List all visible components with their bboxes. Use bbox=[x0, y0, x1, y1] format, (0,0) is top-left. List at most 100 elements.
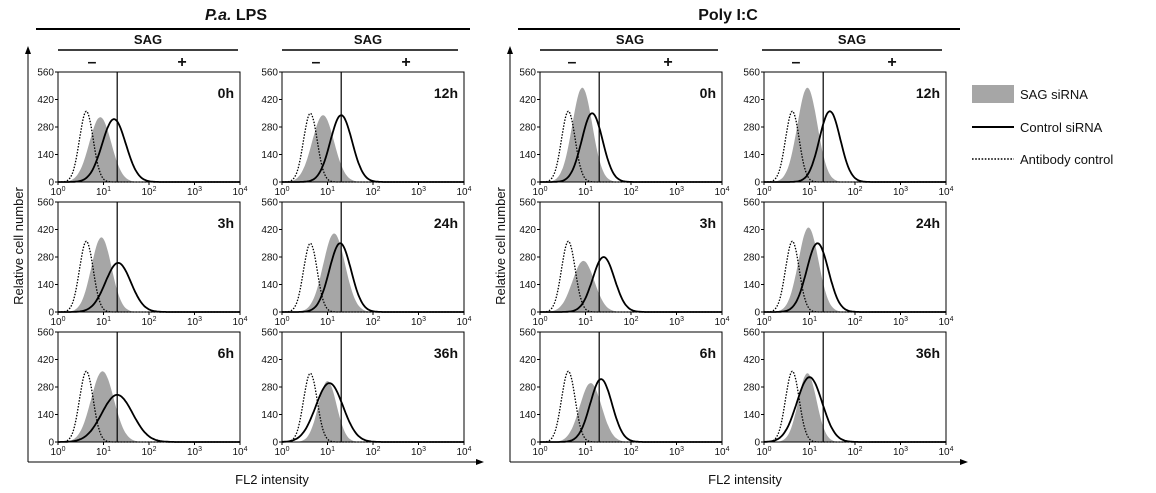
y-tick-label: 0 bbox=[754, 438, 760, 449]
y-tick-label: 560 bbox=[37, 198, 54, 209]
y-tick-label: 280 bbox=[519, 383, 536, 394]
y-tick-label: 420 bbox=[261, 355, 278, 366]
x-tick-label: 102 bbox=[623, 186, 638, 198]
y-tick-label: 420 bbox=[743, 95, 760, 106]
y-tick-label: 140 bbox=[743, 410, 760, 421]
x-tick-label: 101 bbox=[802, 186, 817, 198]
time-label: 12h bbox=[916, 85, 940, 101]
histogram-panel: 0 140 280 420 560 100 101 102 103 104 6h bbox=[519, 328, 729, 459]
x-axis-label: FL2 intensity bbox=[708, 472, 782, 487]
x-tick-label: 104 bbox=[938, 186, 953, 198]
x-tick-label: 103 bbox=[187, 446, 202, 458]
time-label: 12h bbox=[434, 85, 458, 101]
x-tick-label: 103 bbox=[411, 316, 426, 328]
x-tick-label: 104 bbox=[232, 446, 247, 458]
x-tick-label: 100 bbox=[532, 316, 547, 328]
y-tick-label: 420 bbox=[37, 355, 54, 366]
y-tick-label: 560 bbox=[261, 198, 278, 209]
x-tick-label: 104 bbox=[456, 186, 471, 198]
series-sag-sirna-area bbox=[282, 115, 464, 182]
sag-plus-sign: + bbox=[663, 54, 672, 71]
series-antibody-control-line bbox=[282, 372, 464, 443]
y-tick-label: 280 bbox=[743, 253, 760, 264]
sag-plus-sign: + bbox=[887, 54, 896, 71]
x-tick-label: 100 bbox=[274, 446, 289, 458]
y-tick-label: 280 bbox=[519, 123, 536, 134]
x-tick-label: 101 bbox=[802, 446, 817, 458]
legend-swatch-sag-sirna bbox=[972, 85, 1014, 103]
x-tick-label: 101 bbox=[96, 446, 111, 458]
y-tick-label: 420 bbox=[743, 355, 760, 366]
legend-label-control-sirna: Control siRNA bbox=[1020, 120, 1103, 135]
x-tick-label: 101 bbox=[578, 316, 593, 328]
x-tick-label: 102 bbox=[365, 446, 380, 458]
time-label: 3h bbox=[700, 215, 716, 231]
y-tick-label: 140 bbox=[37, 280, 54, 291]
sag-plus-sign: + bbox=[177, 54, 186, 71]
histogram-panel: 0 140 280 420 560 100 101 102 103 104 12h bbox=[743, 68, 953, 199]
x-tick-label: 104 bbox=[456, 316, 471, 328]
x-tick-label: 104 bbox=[938, 316, 953, 328]
x-tick-label: 101 bbox=[96, 316, 111, 328]
x-tick-label: 104 bbox=[714, 186, 729, 198]
y-tick-label: 140 bbox=[261, 410, 278, 421]
sag-minus-sign: – bbox=[792, 54, 801, 71]
histogram-panel: 0 140 280 420 560 100 101 102 103 104 6h bbox=[37, 328, 247, 459]
y-tick-label: 420 bbox=[261, 95, 278, 106]
y-tick-label: 280 bbox=[261, 383, 278, 394]
x-tick-label: 100 bbox=[274, 186, 289, 198]
y-tick-label: 0 bbox=[754, 308, 760, 319]
x-tick-label: 103 bbox=[669, 186, 684, 198]
x-tick-label: 103 bbox=[187, 186, 202, 198]
sag-minus-sign: – bbox=[88, 54, 97, 71]
y-tick-label: 560 bbox=[261, 68, 278, 79]
histogram-panel: 0 140 280 420 560 100 101 102 103 104 36h bbox=[743, 328, 953, 459]
y-tick-label: 280 bbox=[37, 383, 54, 394]
y-tick-label: 140 bbox=[37, 150, 54, 161]
y-tick-label: 420 bbox=[37, 95, 54, 106]
x-tick-label: 102 bbox=[141, 316, 156, 328]
y-tick-label: 560 bbox=[519, 68, 536, 79]
x-tick-label: 102 bbox=[623, 446, 638, 458]
y-tick-label: 420 bbox=[519, 225, 536, 236]
y-tick-label: 560 bbox=[37, 68, 54, 79]
y-tick-label: 0 bbox=[530, 178, 536, 189]
series-sag-sirna-area bbox=[764, 373, 946, 442]
x-tick-label: 103 bbox=[893, 446, 908, 458]
x-tick-label: 100 bbox=[756, 316, 771, 328]
y-tick-label: 0 bbox=[272, 178, 278, 189]
histogram-panel: 0 140 280 420 560 100 101 102 103 104 3h bbox=[519, 198, 729, 329]
time-label: 36h bbox=[916, 345, 940, 361]
series-sag-sirna-area bbox=[282, 381, 464, 442]
x-tick-label: 102 bbox=[847, 316, 862, 328]
x-tick-label: 100 bbox=[50, 186, 65, 198]
y-tick-label: 140 bbox=[743, 280, 760, 291]
series-control-sirna-line bbox=[281, 382, 464, 443]
y-tick-label: 140 bbox=[261, 150, 278, 161]
histogram-panel: 0 140 280 420 560 100 101 102 103 104 0h bbox=[519, 68, 729, 199]
y-tick-label: 280 bbox=[743, 123, 760, 134]
x-tick-label: 102 bbox=[365, 316, 380, 328]
sag-label: SAG bbox=[134, 32, 162, 47]
series-sag-sirna-area bbox=[58, 371, 240, 442]
legend-label-sag-sirna: SAG siRNA bbox=[1020, 87, 1088, 102]
y-tick-label: 560 bbox=[37, 328, 54, 339]
x-tick-label: 101 bbox=[578, 186, 593, 198]
x-tick-label: 104 bbox=[714, 446, 729, 458]
x-tick-label: 100 bbox=[532, 186, 547, 198]
y-tick-label: 140 bbox=[519, 280, 536, 291]
y-tick-label: 560 bbox=[519, 198, 536, 209]
y-tick-label: 560 bbox=[743, 68, 760, 79]
group-header-pa-lps: P.a. LPS SAG SAG – + – + bbox=[36, 7, 470, 71]
y-axis-label: Relative cell number bbox=[11, 186, 26, 304]
x-tick-label: 104 bbox=[938, 446, 953, 458]
x-tick-label: 101 bbox=[320, 446, 335, 458]
y-tick-label: 280 bbox=[261, 253, 278, 264]
time-label: 36h bbox=[434, 345, 458, 361]
x-tick-label: 104 bbox=[714, 316, 729, 328]
sag-minus-sign: – bbox=[312, 54, 321, 71]
y-tick-label: 0 bbox=[48, 308, 54, 319]
y-tick-label: 560 bbox=[261, 328, 278, 339]
